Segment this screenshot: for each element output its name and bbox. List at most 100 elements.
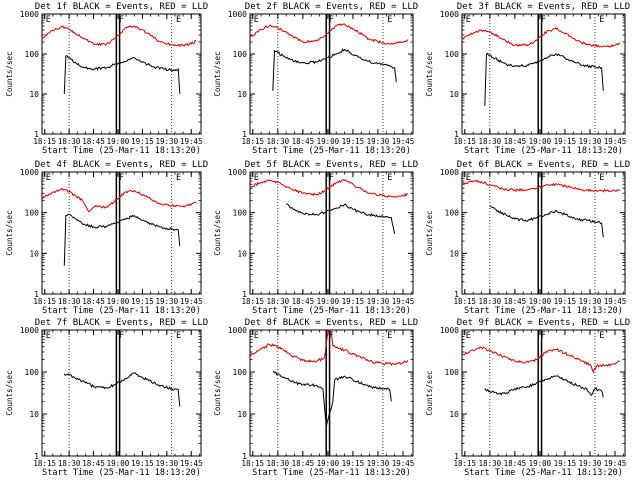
x-tick-label: 19:00 bbox=[529, 137, 552, 146]
y-tick-label: 10 bbox=[29, 249, 39, 258]
detector-panel-4f: Det 4f BLACK = Events, RED = LLD Counts/s… bbox=[5, 160, 208, 316]
marker-label: F bbox=[119, 15, 124, 25]
marker-label: E bbox=[599, 331, 604, 341]
x-axis-label: Start Time (25-Mar-11 18:13:20) bbox=[464, 468, 623, 478]
detector-panel-8f: Det 8f BLACK = Events, RED = LLD Counts/s… bbox=[213, 318, 418, 478]
plot-frame bbox=[41, 171, 202, 295]
marker-label: E bbox=[254, 173, 259, 183]
x-tick-label: 19:30 bbox=[156, 297, 179, 306]
plot-frame bbox=[249, 329, 414, 457]
events-series-line bbox=[489, 205, 604, 238]
detector-panel-7f: Det 7f BLACK = Events, RED = LLD Counts/s… bbox=[5, 318, 208, 478]
x-tick-label: 19:30 bbox=[579, 459, 602, 468]
y-tick-label: 10 bbox=[449, 90, 459, 99]
panel-title: Det 9f BLACK = Events, RED = LLD bbox=[457, 318, 630, 328]
events-series-line bbox=[63, 55, 181, 95]
x-tick-label: 19:30 bbox=[367, 459, 390, 468]
y-tick-label: 1 bbox=[454, 130, 459, 139]
detector-panel-3f: Det 3f BLACK = Events, RED = LLD Counts/s… bbox=[425, 2, 630, 156]
x-tick-label: 19:00 bbox=[107, 459, 130, 468]
y-tick-label: 1 bbox=[34, 130, 39, 139]
y-tick-label: 1 bbox=[454, 452, 459, 461]
x-tick-label: 19:00 bbox=[529, 459, 552, 468]
marker-label: E bbox=[176, 331, 181, 341]
x-tick-label: 19:15 bbox=[554, 137, 577, 146]
lld-series-line bbox=[249, 23, 409, 46]
marker-label: E bbox=[46, 173, 51, 183]
y-tick-label: 1000 bbox=[20, 326, 39, 335]
detector-panel-2f: Det 2f BLACK = Events, RED = LLD Counts/s… bbox=[213, 2, 418, 156]
x-tick-label: 18:15 bbox=[453, 137, 476, 146]
x-tick-label: 18:15 bbox=[33, 459, 56, 468]
y-axis-label: Counts/sec bbox=[5, 370, 14, 415]
y-tick-label: 1000 bbox=[228, 10, 247, 19]
marker-label: F bbox=[541, 15, 546, 25]
x-tick-label: 19:00 bbox=[529, 297, 552, 306]
y-tick-label: 1 bbox=[34, 452, 39, 461]
marker-label: E bbox=[466, 331, 471, 341]
y-tick-label: 100 bbox=[233, 368, 248, 377]
plot-frame bbox=[249, 171, 414, 295]
y-tick-label: 10 bbox=[29, 90, 39, 99]
panel-title: Det 4f BLACK = Events, RED = LLD bbox=[35, 160, 208, 170]
y-axis-label: Counts/sec bbox=[5, 51, 14, 96]
x-axis-label: Start Time (25-Mar-11 18:13:20) bbox=[252, 468, 411, 478]
x-tick-label: 19:45 bbox=[392, 459, 415, 468]
x-tick-label: 19:45 bbox=[180, 137, 203, 146]
x-axis-label: Start Time (25-Mar-11 18:13:20) bbox=[464, 146, 623, 156]
y-axis-label: Counts/sec bbox=[425, 210, 434, 255]
x-tick-label: 19:15 bbox=[131, 459, 154, 468]
detector-panel-9f: Det 9f BLACK = Events, RED = LLD Counts/s… bbox=[425, 318, 630, 478]
x-axis-label: Start Time (25-Mar-11 18:13:20) bbox=[42, 146, 201, 156]
x-tick-label: 19:15 bbox=[342, 459, 365, 468]
x-tick-label: 18:45 bbox=[504, 459, 527, 468]
x-tick-label: 19:15 bbox=[554, 459, 577, 468]
x-axis-label: Start Time (25-Mar-11 18:13:20) bbox=[252, 306, 411, 316]
events-series-line bbox=[63, 372, 181, 407]
marker-label: E bbox=[466, 173, 471, 183]
x-tick-label: 18:45 bbox=[82, 137, 105, 146]
y-tick-label: 10 bbox=[237, 249, 247, 258]
x-tick-label: 19:15 bbox=[131, 297, 154, 306]
panel-title: Det 3f BLACK = Events, RED = LLD bbox=[457, 2, 630, 12]
lld-series-line bbox=[461, 179, 621, 193]
plot-frame bbox=[249, 13, 414, 135]
marker-label: E bbox=[466, 15, 471, 25]
x-tick-label: 18:30 bbox=[267, 297, 290, 306]
lld-series-line bbox=[249, 330, 409, 367]
events-series-line bbox=[484, 375, 604, 398]
x-tick-label: 18:45 bbox=[292, 459, 315, 468]
marker-label: E bbox=[176, 15, 181, 25]
y-tick-label: 1 bbox=[242, 290, 247, 299]
lld-series-line bbox=[249, 179, 409, 198]
panel-title: Det 8f BLACK = Events, RED = LLD bbox=[245, 318, 418, 328]
marker-label: E bbox=[387, 15, 392, 25]
marker-label: E bbox=[387, 331, 392, 341]
marker-label: F bbox=[541, 173, 546, 183]
marker-label: F bbox=[329, 15, 334, 25]
detector-panel-6f: Det 6f BLACK = Events, RED = LLD Counts/s… bbox=[425, 160, 630, 316]
x-axis-label: Start Time (25-Mar-11 18:13:20) bbox=[42, 306, 201, 316]
y-tick-label: 100 bbox=[25, 209, 40, 218]
events-series-line bbox=[272, 48, 397, 91]
x-tick-label: 19:30 bbox=[156, 459, 179, 468]
marker-label: E bbox=[254, 331, 259, 341]
events-series-line bbox=[272, 371, 392, 427]
panel-title: Det 5f BLACK = Events, RED = LLD bbox=[245, 160, 418, 170]
marker-label: E bbox=[254, 15, 259, 25]
x-tick-label: 19:30 bbox=[579, 137, 602, 146]
x-tick-label: 19:45 bbox=[392, 137, 415, 146]
y-tick-label: 100 bbox=[233, 50, 248, 59]
y-tick-label: 100 bbox=[445, 209, 460, 218]
x-tick-label: 19:00 bbox=[107, 137, 130, 146]
x-tick-label: 18:30 bbox=[267, 137, 290, 146]
x-tick-label: 18:30 bbox=[58, 459, 81, 468]
x-tick-label: 19:00 bbox=[317, 137, 340, 146]
panel-title: Det 7f BLACK = Events, RED = LLD bbox=[35, 318, 208, 328]
y-tick-label: 100 bbox=[233, 209, 248, 218]
x-tick-label: 19:15 bbox=[342, 137, 365, 146]
events-series-line bbox=[63, 213, 181, 266]
y-tick-label: 10 bbox=[449, 249, 459, 258]
y-axis-label: Counts/sec bbox=[213, 370, 222, 415]
events-series-line bbox=[484, 52, 604, 107]
